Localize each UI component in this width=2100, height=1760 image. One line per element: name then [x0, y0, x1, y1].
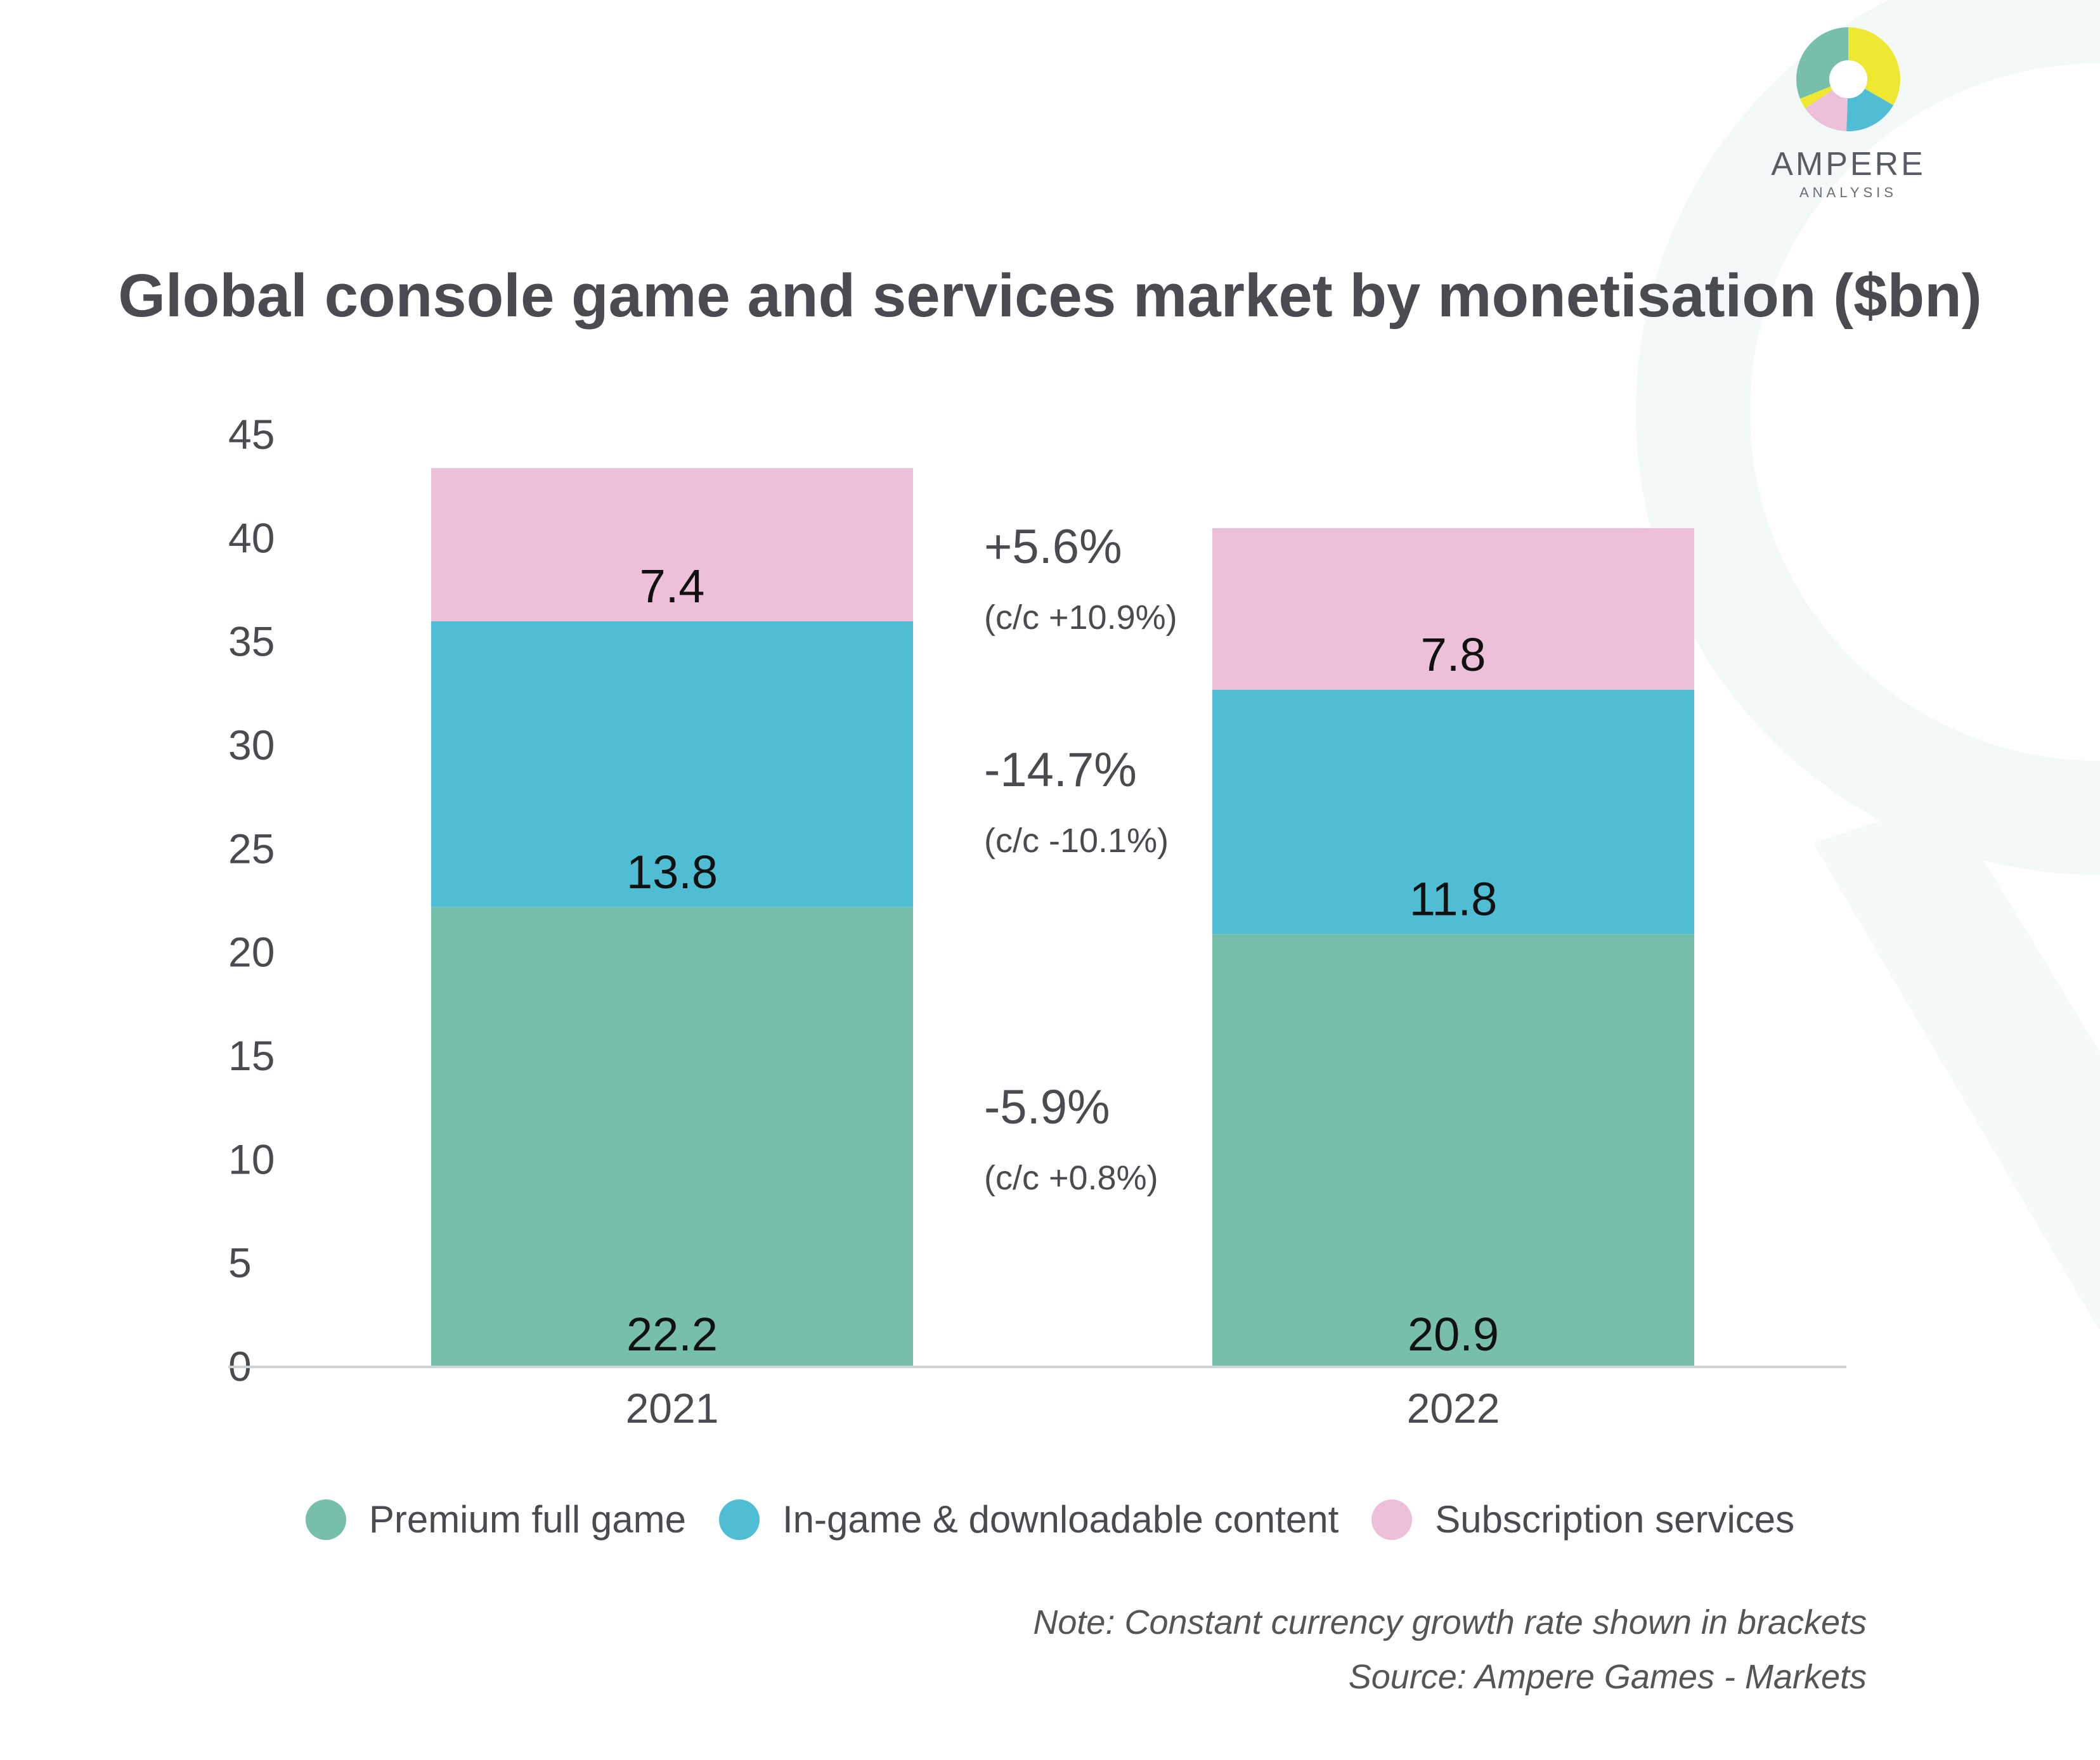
ampere-logo: AMPERE ANALYSIS	[1763, 25, 1934, 201]
legend-item-subscription: Subscription services	[1371, 1498, 1794, 1541]
legend-item-premium: Premium full game	[305, 1498, 686, 1541]
legend-swatch-subscription	[1371, 1499, 1413, 1540]
bar-segment-premium-2022	[1212, 934, 1694, 1367]
decorative-ring	[1636, 0, 2100, 875]
legend-label-subscription: Subscription services	[1435, 1498, 1795, 1541]
y-tick-label: 10	[228, 1136, 275, 1182]
logo-segment-1	[1846, 89, 1894, 131]
logo-donut-icon	[1796, 27, 1900, 131]
y-tick-label: 40	[228, 514, 275, 561]
bars	[431, 468, 1694, 1367]
decorative-arc	[1813, 799, 2100, 1331]
x-axis-labels: 2021 2022	[626, 1385, 1500, 1432]
logo-subtitle: ANALYSIS	[1799, 184, 1897, 200]
bar-segment-subscription-2021	[431, 468, 913, 621]
growth-change-label: +5.6%	[984, 520, 1122, 574]
logo-segment-4	[1796, 27, 1848, 99]
chart-title: Global console game and services market …	[118, 262, 1982, 330]
value-label-premium-2021: 22.2	[626, 1308, 718, 1361]
value-label-subscription-2021: 7.4	[640, 560, 705, 612]
y-tick-label: 45	[228, 411, 275, 458]
source-note: Source: Ampere Games - Markets	[1348, 1658, 1867, 1696]
bar-segment-ingame-2021	[431, 621, 913, 907]
logo-segment-2	[1805, 89, 1848, 131]
legend-swatch-premium	[305, 1499, 346, 1540]
y-tick-label: 20	[228, 929, 275, 976]
logo-wordmark: AMPERE	[1771, 146, 1926, 183]
legend-label-ingame: In-game & downloadable content	[782, 1498, 1339, 1541]
legend-label-premium: Premium full game	[368, 1498, 686, 1541]
bar-segment-subscription-2022	[1212, 528, 1694, 690]
y-tick-label: 35	[228, 618, 275, 665]
growth-change-label: -5.9%	[984, 1080, 1110, 1134]
logo-segment-3	[1799, 86, 1833, 108]
footnote: Note: Constant currency growth rate show…	[1033, 1603, 1867, 1641]
constant-currency-label: (c/c -10.1%)	[984, 822, 1169, 860]
bar-segment-premium-2021	[431, 907, 913, 1367]
value-label-premium-2022: 20.9	[1408, 1308, 1499, 1361]
y-tick-label: 30	[228, 721, 275, 768]
constant-currency-label: (c/c +10.9%)	[984, 599, 1177, 637]
y-tick-label: 15	[228, 1032, 275, 1079]
legend-swatch-ingame	[718, 1499, 760, 1540]
constant-currency-label: (c/c +0.8%)	[984, 1159, 1158, 1197]
legend: Premium full game In-game & downloadable…	[0, 1498, 2100, 1541]
legend-item-ingame: In-game & downloadable content	[718, 1498, 1339, 1541]
growth-change-label: -14.7%	[984, 743, 1137, 797]
value-label-subscription-2022: 7.8	[1421, 628, 1486, 681]
y-tick-label: 5	[228, 1239, 252, 1286]
value-label-ingame-2021: 13.8	[626, 846, 718, 898]
growth-annotations: +5.6% (c/c +10.9%) -14.7% (c/c -10.1%) -5.9%…	[984, 520, 1177, 1197]
value-label-ingame-2022: 11.8	[1410, 872, 1498, 925]
logo-segment-0	[1848, 27, 1900, 105]
bar-segment-ingame-2022	[1212, 689, 1694, 935]
x-tick-label-2021: 2021	[626, 1385, 719, 1432]
value-labels: 22.2 13.8 7.4 20.9 11.8 7.8	[626, 560, 1499, 1361]
x-tick-label-2022: 2022	[1407, 1385, 1500, 1432]
y-tick-label: 25	[228, 825, 275, 872]
